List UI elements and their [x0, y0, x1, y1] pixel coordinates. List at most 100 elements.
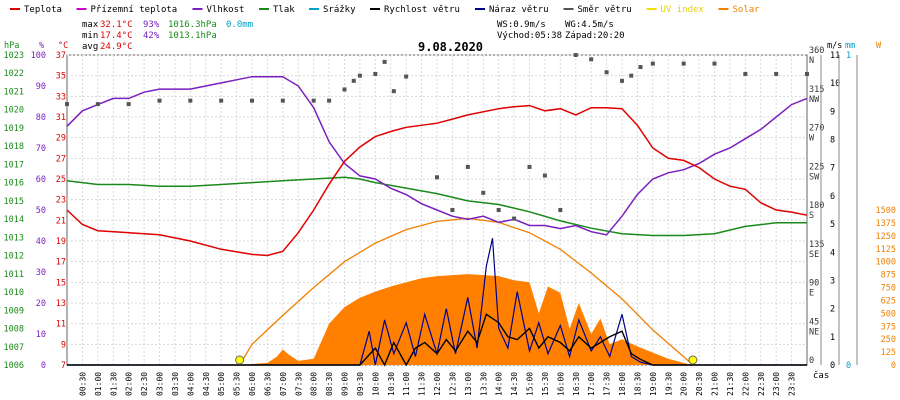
x-tick-label: 10:00: [371, 372, 380, 396]
legend-entry: Náraz větru: [489, 5, 549, 15]
legend-entry: Srážky: [323, 5, 356, 15]
direction-axis-tick: 315: [809, 85, 824, 95]
x-tick-label: 02:00: [125, 372, 134, 396]
sunset-info: Západ:20:20: [565, 31, 625, 41]
x-tick-label: 07:00: [279, 372, 288, 396]
temp-axis-tick: 19: [56, 237, 66, 247]
legend-entry: Přízemní teplota: [91, 5, 178, 15]
wind-direction-point: [743, 71, 748, 76]
wind-axis-tick: 11: [830, 51, 840, 61]
x-tick-label: 01:30: [109, 372, 118, 396]
wind-direction-point: [65, 102, 69, 107]
temp-axis-tick: 35: [56, 72, 66, 82]
x-tick-label: 16:00: [556, 372, 565, 396]
x-tick-label: 01:00: [94, 372, 103, 396]
wind-direction-point: [712, 61, 717, 66]
wind-direction-point: [351, 78, 356, 83]
x-tick-label: 10:30: [387, 372, 396, 396]
wind-direction-point: [774, 71, 779, 76]
wind-direction-point: [357, 73, 362, 78]
wind-direction-point: [219, 98, 224, 103]
wind-direction-point: [373, 71, 378, 76]
x-tick-label: 07:30: [294, 372, 303, 396]
humidity-axis-tick: 30: [36, 268, 46, 278]
wind-axis-tick: 3: [830, 276, 835, 286]
wind-axis-tick: 5: [830, 220, 835, 230]
direction-axis-tick: N: [809, 56, 814, 66]
wind-axis-tick: 8: [830, 136, 835, 146]
direction-axis-tick: W: [809, 134, 815, 144]
stats-min-label: min: [82, 31, 98, 41]
x-tick-label: 09:00: [341, 372, 350, 396]
wind-speed-line: [67, 313, 807, 367]
x-tick-label: 20:30: [695, 372, 704, 396]
x-tick-label: 03:30: [171, 372, 180, 396]
wind-direction-point: [604, 70, 609, 75]
temperature-line: [66, 104, 808, 257]
wind-direction-point: [573, 53, 578, 57]
x-tick-label: 18:30: [633, 372, 642, 396]
x-tick-label: 00:30: [78, 372, 87, 396]
direction-axis-tick: 180: [809, 201, 824, 211]
direction-axis-tick: 360: [809, 46, 824, 56]
x-tick-label: 12:30: [448, 372, 457, 396]
x-tick-label: 08:30: [325, 372, 334, 396]
wind-gust-info: WG:4.5m/s: [565, 20, 614, 30]
x-tick-label: 14:30: [510, 372, 519, 396]
solar-axis-tick: 625: [881, 296, 896, 306]
temp-axis-tick: 33: [56, 92, 66, 102]
chart-date: 9.08.2020: [418, 40, 483, 54]
temp-axis-tick: 31: [56, 113, 66, 123]
solar-axis-tick: 1000: [876, 258, 896, 268]
direction-axis-tick: 45: [809, 317, 819, 327]
direction-axis-tick: S: [809, 211, 814, 221]
solar-axis-tick: 750: [881, 284, 896, 294]
solar-axis-tick: 0: [891, 361, 896, 371]
wind-direction-point: [280, 98, 285, 103]
stats-max-rain: 0.0mm: [226, 20, 253, 30]
x-tick-label: 05:30: [233, 372, 242, 396]
plot-area: [65, 53, 809, 367]
wind-axis-label: m/s: [827, 41, 842, 51]
stats-min-temp: 17.4°C: [100, 31, 133, 41]
wind-direction-point: [126, 102, 131, 107]
legend-entry: UV index: [661, 5, 705, 15]
direction-axis-tick: 0: [809, 356, 814, 366]
hpa-axis-tick: 1020: [4, 106, 24, 116]
solar-axis-tick: 500: [881, 309, 896, 319]
wind-direction-point: [391, 89, 396, 94]
temp-axis-tick: 27: [56, 154, 66, 164]
x-tick-label: 11:00: [402, 372, 411, 396]
wind-direction-point: [435, 175, 439, 180]
temp-axis-tick: 23: [56, 196, 66, 206]
stats-min-press: 1013.1hPa: [168, 31, 217, 41]
axes: 1006100710081009101010111012101310141015…: [4, 41, 896, 396]
wind-info: WS:0.9m/s WG:4.5m/s Východ:05:38 Západ:2…: [497, 20, 625, 41]
solar-axis-tick: 250: [881, 335, 896, 345]
temp-axis-label: °C: [58, 41, 68, 51]
legend-entry: Solar: [733, 5, 761, 15]
temp-axis-tick: 37: [56, 51, 66, 61]
wind-direction-point: [629, 73, 634, 78]
x-tick-label: 19:00: [649, 372, 658, 396]
humidity-axis-tick: 60: [36, 175, 46, 185]
stats-block: max 32.1°C 93% 1016.3hPa 0.0mm min 17.4°…: [82, 20, 253, 52]
x-tick-label: 12:00: [433, 372, 442, 396]
legend-entry: Směr větru: [578, 5, 632, 15]
x-tick-label: 05:00: [217, 372, 226, 396]
wind-direction-point: [805, 71, 809, 76]
solar-line: [239, 217, 694, 366]
sun-marker: [235, 355, 245, 365]
solar-axis-tick: 125: [881, 348, 896, 358]
hpa-axis-tick: 1023: [4, 51, 24, 61]
solar-axis-tick: 1250: [876, 232, 896, 242]
temp-axis-tick: 15: [56, 278, 66, 288]
hpa-axis-tick: 1014: [4, 215, 24, 225]
wind-axis-tick: 7: [830, 164, 835, 174]
wind-direction-point: [95, 102, 100, 107]
hpa-axis-tick: 1006: [4, 361, 24, 371]
wind-direction-point: [542, 173, 547, 178]
humidity-axis-tick: 40: [36, 237, 46, 247]
direction-axis-tick: 225: [809, 162, 824, 172]
direction-axis-tick: 135: [809, 240, 824, 250]
